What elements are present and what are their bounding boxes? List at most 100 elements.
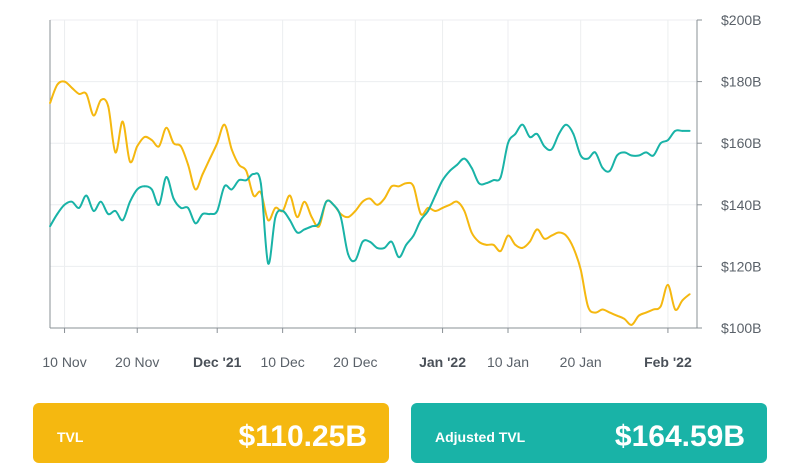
data-point-tvl — [405, 182, 408, 185]
data-point-adjusted-tvl — [557, 133, 560, 135]
data-point-adjusted-tvl — [390, 240, 393, 243]
data-point-tvl — [107, 105, 110, 108]
data-point-tvl — [78, 93, 80, 95]
y-tick-label: $200B — [721, 12, 761, 28]
data-point-adjusted-tvl — [361, 240, 364, 243]
data-point-tvl — [56, 83, 59, 86]
data-point-adjusted-tvl — [85, 194, 88, 197]
data-point-tvl — [121, 120, 124, 123]
data-point-tvl — [383, 197, 386, 200]
x-tick-label: 10 Nov — [42, 354, 86, 370]
data-point-adjusted-tvl — [478, 182, 480, 185]
data-point-tvl — [681, 299, 684, 302]
data-point-adjusted-tvl — [565, 123, 568, 126]
data-point-tvl — [441, 206, 444, 209]
data-point-tvl — [463, 210, 466, 212]
data-point-adjusted-tvl — [514, 133, 517, 135]
data-point-adjusted-tvl — [412, 234, 415, 237]
data-point-tvl — [645, 311, 648, 314]
data-point-adjusted-tvl — [274, 216, 277, 219]
y-tick-label: $180B — [721, 74, 761, 90]
data-point-adjusted-tvl — [201, 213, 204, 215]
data-point-tvl — [267, 219, 269, 222]
data-point-tvl — [623, 317, 626, 320]
data-point-adjusted-tvl — [659, 142, 662, 145]
data-point-tvl — [288, 194, 291, 197]
data-point-adjusted-tvl — [463, 157, 466, 160]
data-point-adjusted-tvl — [303, 228, 306, 231]
data-point-tvl — [543, 237, 546, 240]
data-point-tvl — [114, 151, 117, 154]
data-point-adjusted-tvl — [121, 219, 124, 222]
data-point-adjusted-tvl — [681, 129, 684, 132]
data-point-adjusted-tvl — [136, 188, 139, 191]
data-point-tvl — [536, 228, 538, 231]
data-point-adjusted-tvl — [470, 166, 473, 169]
data-point-adjusted-tvl — [114, 210, 117, 212]
x-tick-label: 20 Nov — [115, 354, 159, 370]
data-point-tvl — [223, 123, 226, 126]
y-tick-label: $100B — [721, 320, 761, 336]
data-point-adjusted-tvl — [616, 154, 618, 157]
y-tick-label: $120B — [721, 258, 761, 274]
data-point-adjusted-tvl — [99, 200, 102, 203]
data-point-adjusted-tvl — [165, 176, 168, 178]
x-tick-label: 10 Dec — [260, 354, 304, 370]
data-point-adjusted-tvl — [259, 182, 262, 185]
data-point-tvl — [92, 114, 95, 117]
x-tick-label: Feb '22 — [644, 354, 692, 370]
data-point-adjusted-tvl — [92, 210, 95, 212]
data-point-adjusted-tvl — [107, 213, 110, 215]
data-point-adjusted-tvl — [637, 154, 640, 157]
data-point-tvl — [194, 188, 197, 191]
data-point-adjusted-tvl — [667, 139, 669, 142]
data-point-tvl — [514, 243, 517, 246]
data-point-adjusted-tvl — [427, 210, 429, 212]
data-point-adjusted-tvl — [398, 256, 400, 259]
data-point-adjusted-tvl — [543, 145, 546, 148]
data-point-adjusted-tvl — [223, 185, 226, 188]
data-point-adjusted-tvl — [281, 210, 284, 212]
data-point-tvl — [507, 234, 509, 237]
data-point-tvl — [201, 173, 204, 175]
series-line-adjusted-tvl — [49, 123, 690, 265]
data-point-adjusted-tvl — [579, 154, 582, 157]
x-tick-label: 20 Dec — [333, 354, 377, 370]
data-point-adjusted-tvl — [652, 154, 655, 157]
data-point-tvl — [296, 216, 299, 219]
data-point-tvl — [390, 185, 393, 188]
data-point-tvl — [238, 163, 240, 166]
data-point-adjusted-tvl — [78, 206, 80, 209]
data-point-tvl — [85, 93, 88, 95]
data-point-tvl — [528, 240, 531, 243]
data-point-adjusted-tvl — [143, 185, 146, 188]
data-point-adjusted-tvl — [499, 176, 502, 178]
adjusted-tvl-summary-card: Adjusted TVL $164.59B — [411, 403, 767, 463]
data-point-adjusted-tvl — [150, 188, 153, 191]
data-point-tvl — [354, 210, 357, 212]
data-point-adjusted-tvl — [630, 154, 633, 157]
data-point-tvl — [667, 283, 669, 286]
data-point-tvl — [230, 148, 233, 151]
data-point-tvl — [150, 139, 153, 142]
data-point-adjusted-tvl — [179, 206, 182, 209]
data-point-adjusted-tvl — [158, 203, 160, 206]
data-point-tvl — [136, 145, 139, 148]
data-point-tvl — [63, 80, 66, 83]
tvl-card-label: TVL — [57, 429, 84, 445]
data-point-adjusted-tvl — [376, 247, 379, 249]
data-point-tvl — [99, 99, 102, 101]
data-point-tvl — [361, 200, 364, 203]
tvl-card-value: $110.25B — [238, 420, 367, 453]
data-point-adjusted-tvl — [70, 200, 73, 203]
chart-gridlines — [50, 19, 697, 328]
data-point-adjusted-tvl — [383, 247, 386, 249]
data-point-tvl — [470, 231, 473, 234]
data-point-tvl — [652, 308, 655, 311]
data-point-tvl — [557, 231, 560, 234]
data-point-adjusted-tvl — [296, 231, 299, 234]
data-point-adjusted-tvl — [594, 151, 597, 154]
data-point-adjusted-tvl — [238, 179, 240, 182]
data-point-adjusted-tvl — [419, 219, 422, 222]
data-point-adjusted-tvl — [354, 259, 357, 262]
